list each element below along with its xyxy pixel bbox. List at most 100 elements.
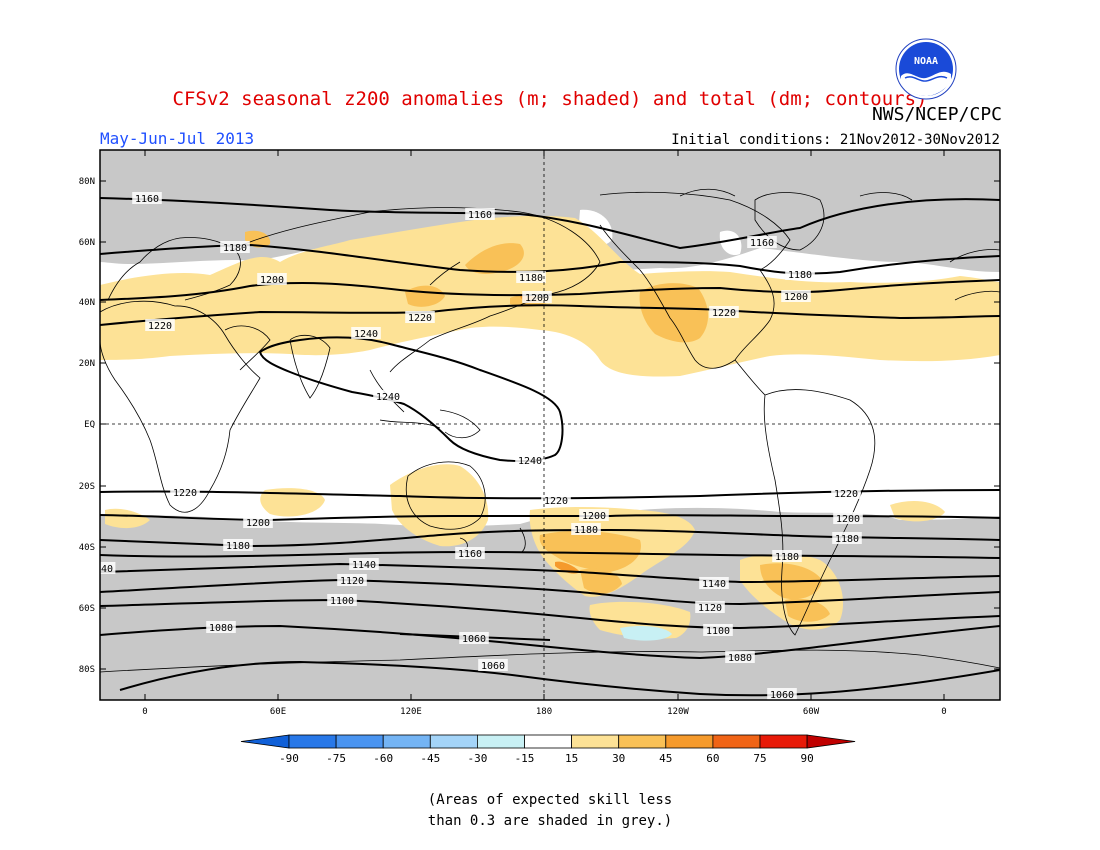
contour-label-1180-sh-c: 1180	[835, 534, 859, 545]
contour-label-bg	[571, 523, 601, 535]
colorbar-label: -45	[420, 752, 440, 765]
contour-label-bg	[459, 632, 489, 644]
lat-label: 60S	[79, 604, 95, 614]
colorbar-box	[571, 734, 620, 749]
contour-label-1200-sh-c: 1200	[836, 514, 860, 525]
contour-labels: 1160 1160 1160 1180 1180 1180 1200 1200 1200 1220…	[100, 192, 863, 700]
contour-label-bg	[100, 562, 116, 574]
lon-label: 120W	[667, 707, 689, 717]
colorbar-box	[476, 734, 525, 749]
contour-label-1140-b: 1140	[702, 579, 726, 590]
lat-label: 40N	[79, 298, 95, 308]
contour-label-1180-nh-a: 1180	[223, 243, 247, 254]
contour-1180-nh	[100, 243, 1000, 275]
skill-note: (Areas of expected skill less than 0.3 a…	[0, 790, 1100, 832]
contour-label-1160-nh-c: 1160	[750, 238, 774, 249]
height-contours	[100, 197, 1000, 697]
contour-label-bg	[831, 487, 861, 499]
contour-label-1120-a: 1120	[340, 576, 364, 587]
lat-label: EQ	[84, 420, 95, 430]
lat-label: 40S	[79, 543, 95, 553]
contour-label-bg	[405, 311, 435, 323]
contour-label-1220-nh-a: 1220	[148, 321, 172, 332]
contour-label-bg	[351, 327, 381, 339]
contour-1200-nh	[100, 279, 1000, 301]
colorbar-box	[712, 734, 761, 749]
contour-1240	[258, 336, 564, 463]
colorbar-label: -60	[373, 752, 393, 765]
contour-label-1100-b: 1100	[706, 626, 730, 637]
colorbar-label: 15	[565, 752, 578, 765]
map-frame	[99, 149, 1001, 701]
contour-label-1060-b: 1060	[481, 661, 505, 672]
main-title: CFSv2 seasonal z200 anomalies (m; shaded…	[172, 88, 928, 110]
contour-label-1180-sh-d: 1180	[775, 552, 799, 563]
colorbar-label: -90	[279, 752, 299, 765]
contour-label-1240-a: 1240	[354, 329, 378, 340]
colorbar-box	[524, 734, 572, 749]
contour-label-bg	[170, 486, 200, 498]
contour-label-bg	[767, 688, 797, 700]
contour-label-1060-a: 1060	[462, 634, 486, 645]
contour-label-bg	[747, 236, 777, 248]
contour-label-bg	[772, 550, 802, 562]
contour-label-1200-nh-c: 1200	[784, 292, 808, 303]
contour-label-bg	[832, 532, 862, 544]
contour-label-bg	[785, 268, 815, 280]
contour-label-1100-a: 1100	[330, 596, 354, 607]
contour-label-1200-nh-a: 1200	[260, 275, 284, 286]
contour-label-1220-nh-c: 1220	[712, 308, 736, 319]
contour-1100	[100, 598, 1000, 630]
contour-label-bg	[695, 601, 725, 613]
contour-1060-a	[119, 660, 1000, 697]
contour-label-bg	[781, 290, 811, 302]
season-label: May-Jun-Jul 2013	[100, 129, 255, 148]
contour-label-1240-c: 1240	[518, 456, 542, 467]
contour-label-bg	[465, 208, 495, 220]
contour-label-bg	[703, 624, 733, 636]
contour-label-bg	[132, 192, 162, 204]
colorbar-min-triangle	[240, 734, 290, 749]
contour-label-1180-nh-c: 1180	[788, 270, 812, 281]
skill-note-line1: (Areas of expected skill less	[427, 792, 673, 808]
anomaly-negative-area	[620, 626, 672, 641]
contour-label-bg	[223, 539, 253, 551]
lon-label: 0	[941, 707, 946, 717]
contour-label-1200-nh-b: 1200	[525, 293, 549, 304]
lat-label: 80S	[79, 665, 95, 675]
contour-label-1220-sh-a: 1220	[173, 488, 197, 499]
colorbar-box	[429, 734, 478, 749]
lon-label: 60W	[803, 707, 820, 717]
contour-label-1180-sh-a: 1180	[226, 541, 250, 552]
contour-1220-nh	[100, 304, 1000, 326]
contour-label-bg	[327, 594, 357, 606]
contour-label-1200-sh-b: 1200	[582, 511, 606, 522]
axis-ticks	[100, 150, 1000, 700]
contour-label-1080-b: 1080	[728, 653, 752, 664]
contour-label-bg	[206, 621, 236, 633]
contour-label-bg	[337, 574, 367, 586]
colorbar-box	[665, 734, 714, 749]
colorbar-box	[288, 734, 337, 749]
contour-label-1220-nh-b: 1220	[408, 313, 432, 324]
lat-label: 20N	[79, 359, 95, 369]
colorbar-label: -75	[326, 752, 346, 765]
contour-1160-sh	[100, 550, 1000, 559]
contour-label-bg	[833, 512, 863, 524]
contour-label-1080-a: 1080	[209, 623, 233, 634]
lon-label: 180	[536, 707, 552, 717]
contour-label-1220-sh-b: 1220	[544, 496, 568, 507]
colorbar-box	[618, 734, 667, 749]
contour-label-bg	[220, 241, 250, 253]
contour-label-bg	[373, 390, 403, 402]
colorbar: -90 -75 -60 -45 -30 -15 15 30 45 60 75 90	[240, 734, 856, 765]
colorbar-label: 45	[659, 752, 672, 765]
contour-label-bg	[541, 494, 571, 506]
lat-label: 20S	[79, 482, 95, 492]
colorbar-label: 75	[753, 752, 766, 765]
contour-label-1220-sh-c: 1220	[834, 489, 858, 500]
contour-label-1160-nh-a: 1160	[135, 194, 159, 205]
contour-label-bg	[725, 651, 755, 663]
lon-label: 120E	[400, 707, 422, 717]
contour-label-bg	[145, 319, 175, 331]
